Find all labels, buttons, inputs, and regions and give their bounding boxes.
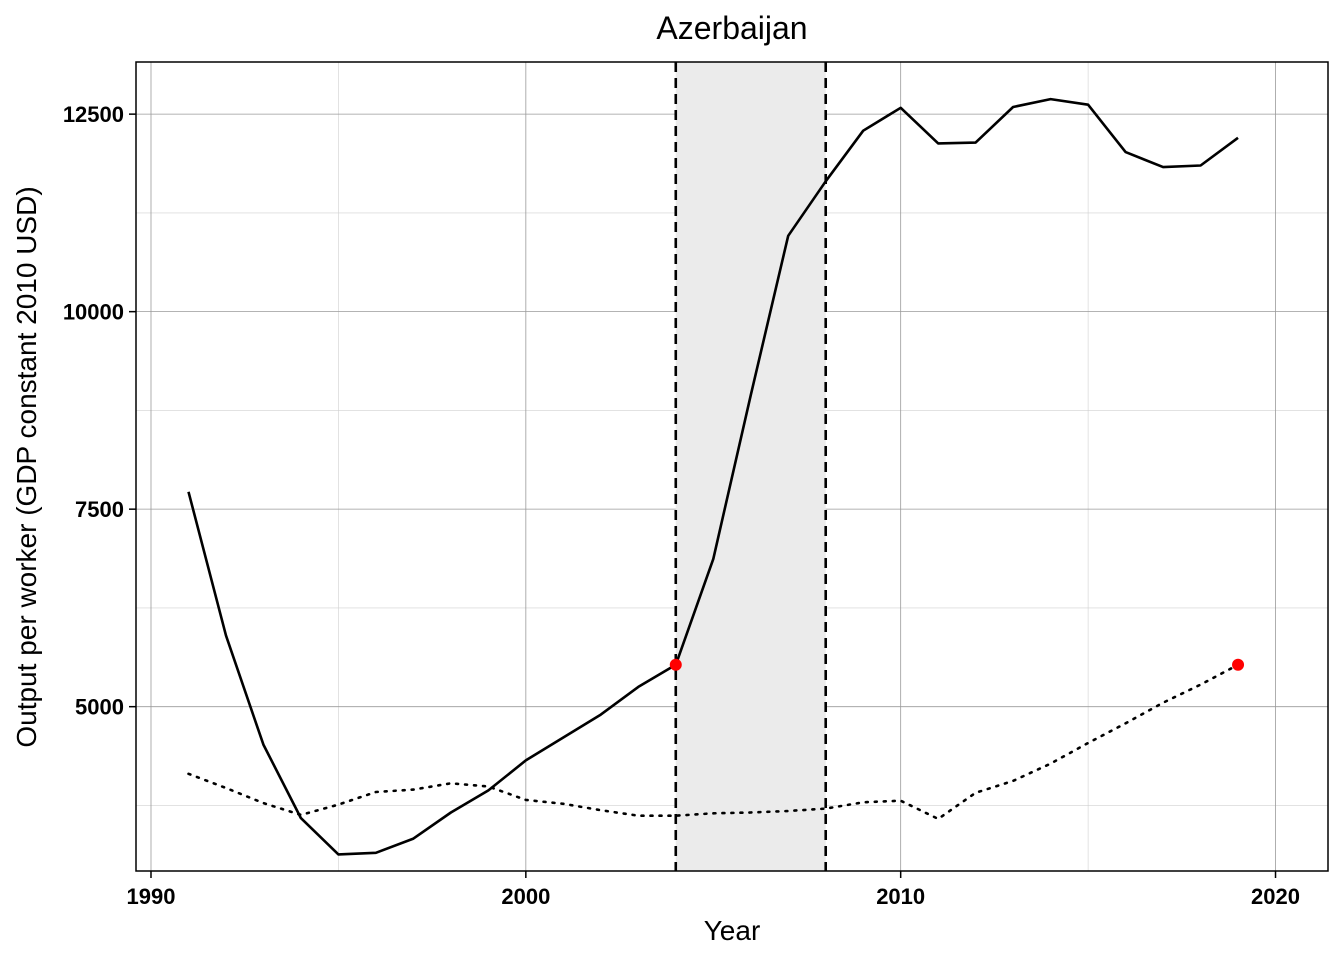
x-tick-label: 1990 <box>127 884 176 909</box>
y-tick-label: 7500 <box>75 497 124 522</box>
vertical-lines <box>674 62 828 871</box>
y-axis-label: Output per worker (GDP constant 2010 USD… <box>11 186 42 747</box>
y-tick-label: 5000 <box>75 695 124 720</box>
x-tick-label: 2010 <box>876 884 925 909</box>
x-axis-ticks: 1990 2000 2010 2020 <box>127 871 1300 909</box>
y-tick-label: 12500 <box>63 102 124 127</box>
highlight-point-0 <box>669 658 682 671</box>
y-tick-label: 10000 <box>63 300 124 325</box>
plot-frame <box>135 61 1329 872</box>
y-axis-ticks: 5000 7500 10000 12500 <box>63 102 136 720</box>
chart-title: Azerbaijan <box>656 10 807 46</box>
highlight-point-1 <box>1232 658 1245 671</box>
x-tick-label: 2020 <box>1251 884 1300 909</box>
treatment-period-band <box>675 62 826 871</box>
x-axis-label: Year <box>704 915 761 946</box>
highlight-points <box>669 658 1245 671</box>
series-line-synthetic <box>187 663 1240 821</box>
shaded-region <box>675 62 826 871</box>
series-line-actual <box>187 97 1239 856</box>
x-tick-label: 2000 <box>501 884 550 909</box>
series-lines <box>187 97 1240 856</box>
